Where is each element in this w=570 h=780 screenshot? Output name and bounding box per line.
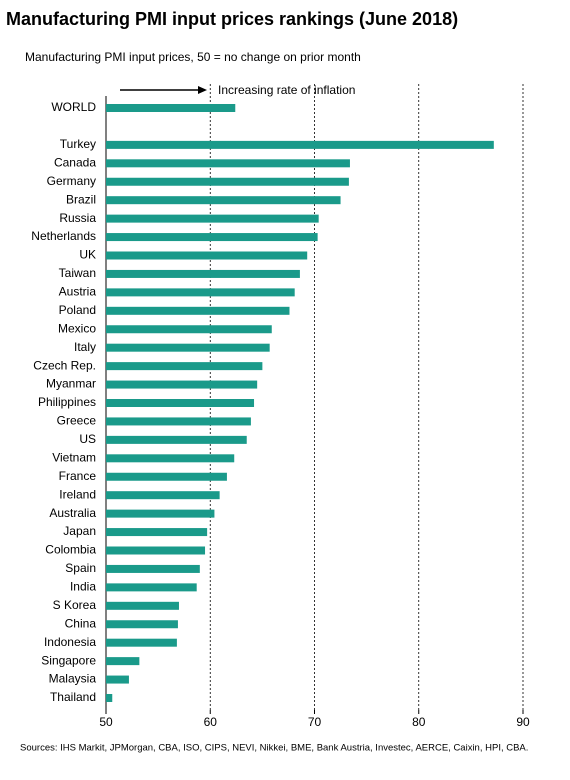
- y-tick-label: Italy: [74, 340, 96, 354]
- y-tick-label: Netherlands: [31, 229, 96, 243]
- bar: [106, 251, 308, 260]
- bar: [106, 159, 350, 168]
- x-tick-label: 60: [204, 715, 218, 729]
- y-tick-label: Mexico: [58, 321, 96, 335]
- x-tick-label: 50: [99, 715, 113, 729]
- bar: [106, 583, 197, 592]
- y-tick-label: Indonesia: [44, 635, 96, 649]
- bar: [106, 104, 236, 112]
- bar: [106, 269, 300, 278]
- chart-title: Manufacturing PMI input prices rankings …: [6, 9, 458, 29]
- bar: [106, 343, 270, 352]
- bar: [106, 325, 272, 334]
- y-tick-label: Vietnam: [52, 450, 96, 464]
- bar: [106, 140, 494, 149]
- bar: [106, 675, 129, 684]
- y-tick-label: Poland: [59, 303, 96, 317]
- bar: [106, 657, 140, 666]
- bar: [106, 472, 227, 481]
- bar: [106, 306, 290, 315]
- bar: [106, 417, 251, 426]
- y-tick-label: Russia: [59, 211, 96, 225]
- y-tick-label: India: [70, 580, 96, 594]
- y-tick-label: Greece: [57, 414, 97, 428]
- y-tick-label: France: [59, 469, 97, 483]
- y-tick-label: Philippines: [38, 395, 96, 409]
- bar: [106, 362, 263, 371]
- bar: [106, 288, 295, 297]
- bar: [106, 546, 206, 555]
- y-tick-label: Taiwan: [59, 266, 96, 280]
- y-tick-label: Canada: [54, 155, 96, 169]
- y-tick-label: Ireland: [59, 487, 96, 501]
- bar: [106, 638, 177, 647]
- y-tick-label: Australia: [49, 506, 96, 520]
- bar: [106, 214, 319, 223]
- y-tick-label: Spain: [65, 561, 96, 575]
- y-tick-label: Malaysia: [49, 672, 97, 686]
- y-tick-label: China: [65, 616, 97, 630]
- y-tick-label: Czech Rep.: [33, 358, 96, 372]
- x-tick-label: 70: [308, 715, 322, 729]
- y-tick-label: UK: [79, 248, 96, 262]
- y-tick-label: S Korea: [53, 598, 97, 612]
- y-tick-label: Austria: [59, 285, 97, 299]
- bar: [106, 509, 215, 518]
- bar: [106, 233, 318, 242]
- y-tick-label: Myanmar: [46, 377, 96, 391]
- x-tick-label: 90: [516, 715, 530, 729]
- bar: [106, 196, 341, 205]
- y-tick-label: Japan: [63, 524, 96, 538]
- bar: [106, 399, 255, 407]
- bar: [106, 454, 235, 463]
- y-tick-label: Colombia: [45, 543, 96, 557]
- bar: [106, 694, 113, 702]
- y-tick-label: US: [79, 432, 96, 446]
- annotation: Increasing rate of inflation: [218, 83, 355, 97]
- bar: [106, 528, 208, 537]
- y-tick-label: WORLD: [51, 100, 96, 114]
- bar: [106, 601, 179, 610]
- y-tick-label: Germany: [47, 174, 96, 188]
- y-tick-label: Brazil: [66, 192, 96, 206]
- bar: [106, 620, 178, 629]
- chart-subtitle: Manufacturing PMI input prices, 50 = no …: [25, 50, 361, 64]
- y-tick-label: Singapore: [41, 653, 96, 667]
- source: Sources: IHS Markit, JPMorgan, CBA, ISO,…: [20, 743, 528, 754]
- bar: [106, 435, 247, 444]
- y-tick-label: Thailand: [50, 690, 96, 704]
- bar: [106, 564, 200, 573]
- bar: [106, 177, 349, 186]
- bar: [106, 491, 220, 500]
- y-tick-label: Turkey: [60, 137, 96, 151]
- x-tick-label: 80: [412, 715, 426, 729]
- bar: [106, 380, 258, 389]
- arrow-head: [198, 86, 207, 94]
